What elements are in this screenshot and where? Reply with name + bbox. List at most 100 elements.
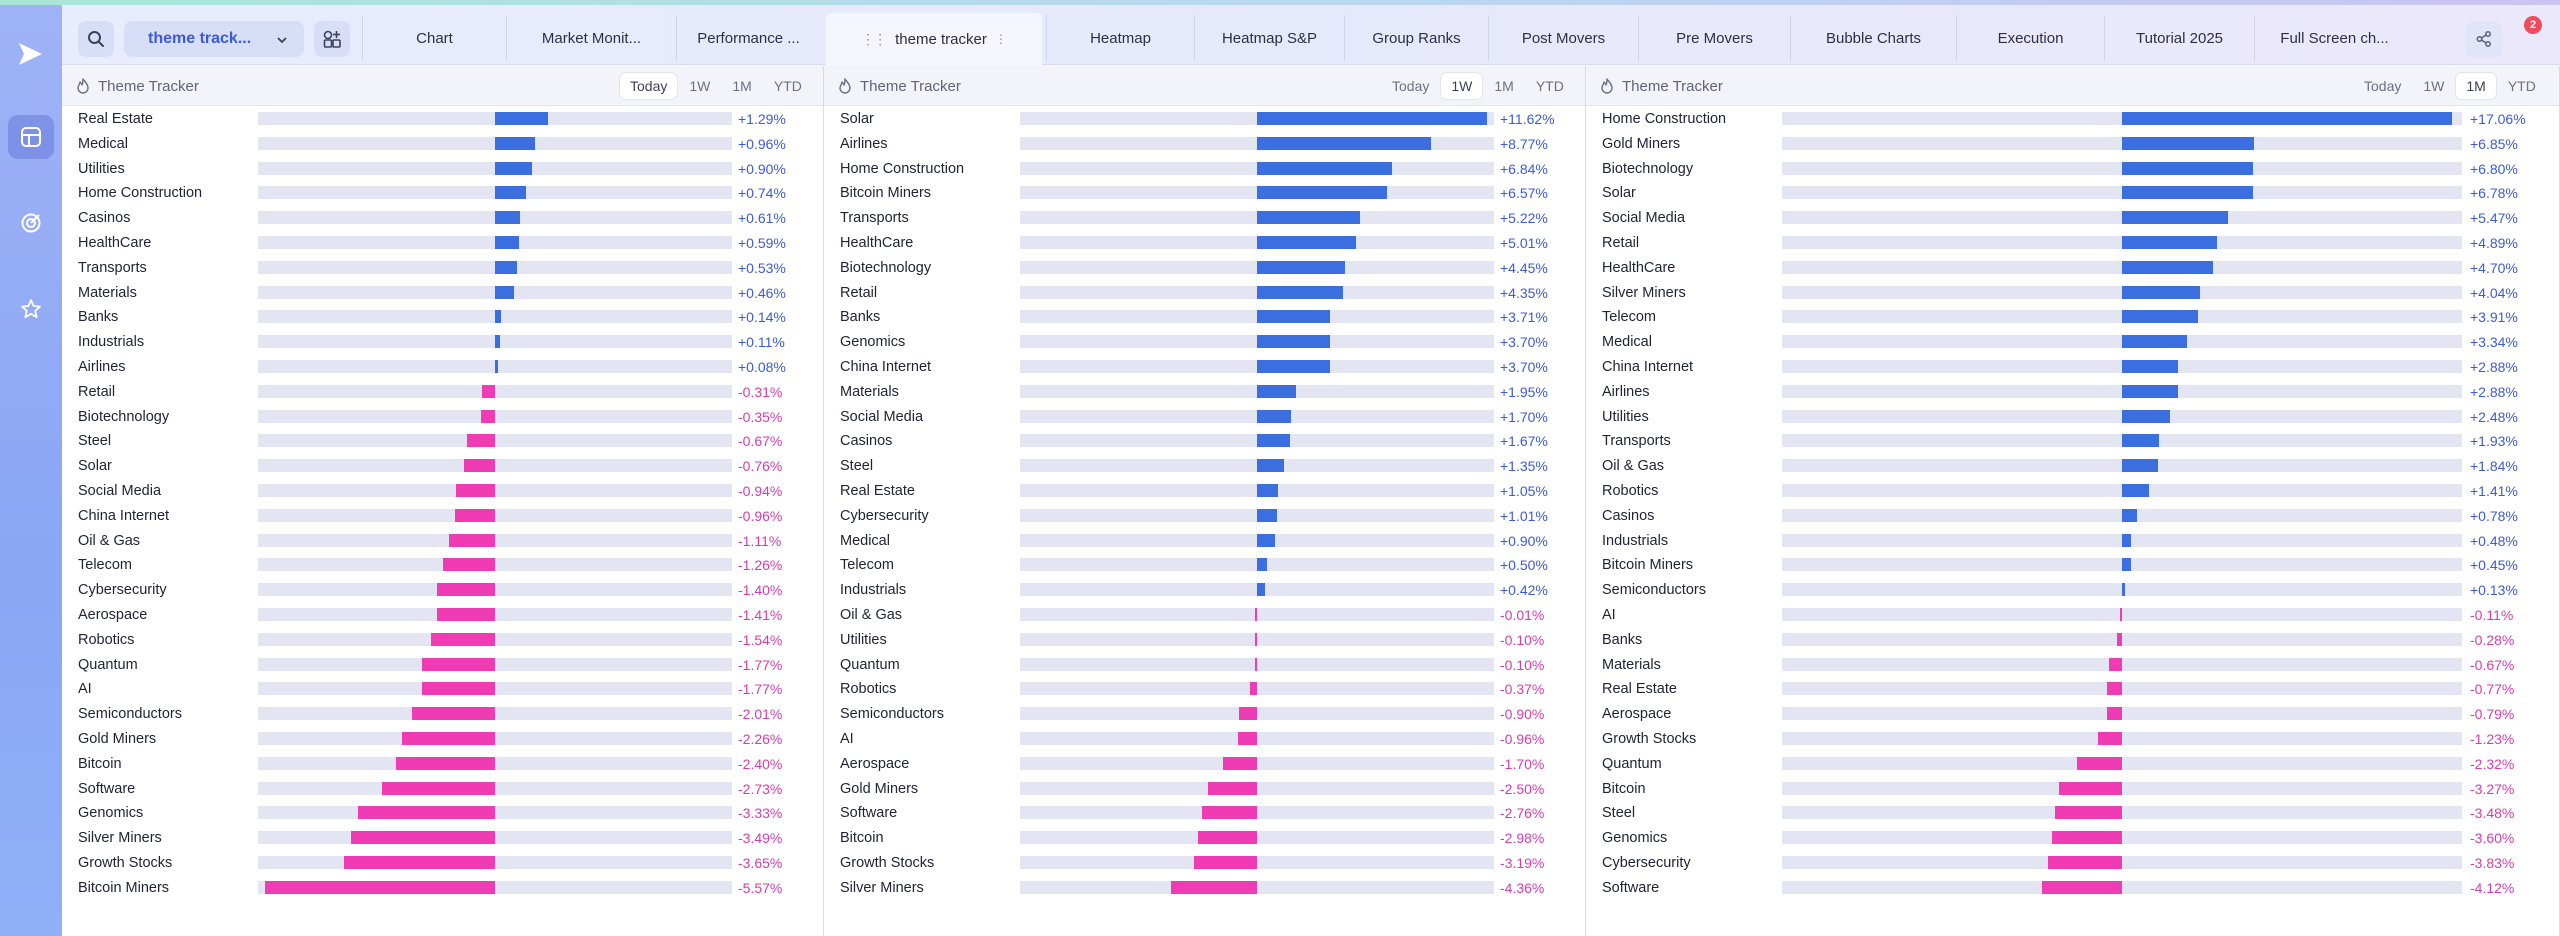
list-item[interactable]: Aerospace -1.41%: [62, 604, 823, 626]
period-today-button[interactable]: Today: [2364, 78, 2402, 94]
list-item[interactable]: Cybersecurity -1.40%: [62, 579, 823, 601]
list-item[interactable]: Oil & Gas +1.84%: [1586, 455, 2559, 477]
tab-chart[interactable]: Chart: [362, 15, 506, 61]
list-item[interactable]: Quantum -1.77%: [62, 654, 823, 676]
tab-execution[interactable]: Execution: [1956, 15, 2104, 61]
list-item[interactable]: Home Construction +17.06%: [1586, 108, 2559, 130]
list-item[interactable]: Bitcoin Miners +0.45%: [1586, 554, 2559, 576]
list-item[interactable]: Robotics -0.37%: [824, 678, 1585, 700]
tab-full-screen-ch[interactable]: Full Screen ch...: [2254, 15, 2414, 61]
list-item[interactable]: Steel +1.35%: [824, 455, 1585, 477]
list-item[interactable]: Casinos +0.61%: [62, 207, 823, 229]
period-1w-button[interactable]: 1W: [1441, 73, 1483, 99]
period-today-button[interactable]: Today: [1392, 78, 1430, 94]
list-item[interactable]: Bitcoin Miners -5.57%: [62, 877, 823, 899]
list-item[interactable]: Airlines +0.08%: [62, 356, 823, 378]
list-item[interactable]: Airlines +2.88%: [1586, 381, 2559, 403]
list-item[interactable]: Aerospace -1.70%: [824, 753, 1585, 775]
list-item[interactable]: Retail -0.31%: [62, 381, 823, 403]
list-item[interactable]: Materials -0.67%: [1586, 654, 2559, 676]
list-item[interactable]: Telecom +3.91%: [1586, 306, 2559, 328]
list-item[interactable]: HealthCare +0.59%: [62, 232, 823, 254]
list-item[interactable]: Gold Miners -2.26%: [62, 728, 823, 750]
list-item[interactable]: China Internet +2.88%: [1586, 356, 2559, 378]
list-item[interactable]: Software -2.76%: [824, 802, 1585, 824]
tab-market-monit[interactable]: Market Monit...: [506, 15, 676, 61]
list-item[interactable]: Bitcoin -3.27%: [1586, 778, 2559, 800]
list-item[interactable]: Transports +1.93%: [1586, 430, 2559, 452]
list-item[interactable]: Medical +0.96%: [62, 133, 823, 155]
tab-pre-movers[interactable]: Pre Movers: [1638, 15, 1790, 61]
list-item[interactable]: Oil & Gas -0.01%: [824, 604, 1585, 626]
period-ytd-button[interactable]: YTD: [1535, 78, 1564, 94]
period-1m-button[interactable]: 1M: [732, 78, 752, 94]
list-item[interactable]: Banks +0.14%: [62, 306, 823, 328]
list-item[interactable]: Biotechnology -0.35%: [62, 406, 823, 428]
list-item[interactable]: Airlines +8.77%: [824, 133, 1585, 155]
list-item[interactable]: Utilities +2.48%: [1586, 406, 2559, 428]
list-item[interactable]: Social Media +1.70%: [824, 406, 1585, 428]
list-item[interactable]: Biotechnology +4.45%: [824, 257, 1585, 279]
list-item[interactable]: Telecom +0.50%: [824, 554, 1585, 576]
list-item[interactable]: Oil & Gas -1.11%: [62, 530, 823, 552]
list-item[interactable]: Gold Miners +6.85%: [1586, 133, 2559, 155]
list-item[interactable]: Home Construction +0.74%: [62, 182, 823, 204]
list-item[interactable]: HealthCare +4.70%: [1586, 257, 2559, 279]
list-item[interactable]: Retail +4.35%: [824, 282, 1585, 304]
search-icon[interactable]: [78, 21, 114, 57]
tab-post-movers[interactable]: Post Movers: [1488, 15, 1638, 61]
list-item[interactable]: Telecom -1.26%: [62, 554, 823, 576]
list-item[interactable]: Software -2.73%: [62, 778, 823, 800]
list-item[interactable]: Transports +5.22%: [824, 207, 1585, 229]
list-item[interactable]: China Internet -0.96%: [62, 505, 823, 527]
tab-menu-icon[interactable]: ⋮: [994, 32, 1007, 46]
list-item[interactable]: Semiconductors +0.13%: [1586, 579, 2559, 601]
list-item[interactable]: Silver Miners -3.49%: [62, 827, 823, 849]
list-item[interactable]: Industrials +0.48%: [1586, 530, 2559, 552]
list-item[interactable]: Industrials +0.11%: [62, 331, 823, 353]
list-item[interactable]: Medical +3.34%: [1586, 331, 2559, 353]
layout-icon[interactable]: [8, 115, 54, 159]
list-item[interactable]: Bitcoin Miners +6.57%: [824, 182, 1585, 204]
tab-heatmap-s-p[interactable]: Heatmap S&P: [1194, 15, 1344, 61]
period-1m-button[interactable]: 1M: [2456, 73, 2496, 99]
period-today-button[interactable]: Today: [620, 73, 678, 99]
list-item[interactable]: Gold Miners -2.50%: [824, 778, 1585, 800]
list-item[interactable]: Bitcoin -2.98%: [824, 827, 1585, 849]
list-item[interactable]: Utilities -0.10%: [824, 629, 1585, 651]
list-item[interactable]: Genomics +3.70%: [824, 331, 1585, 353]
list-item[interactable]: Solar +11.62%: [824, 108, 1585, 130]
list-item[interactable]: Software -4.12%: [1586, 877, 2559, 899]
list-item[interactable]: Materials +0.46%: [62, 282, 823, 304]
list-item[interactable]: Bitcoin -2.40%: [62, 753, 823, 775]
list-item[interactable]: Quantum -2.32%: [1586, 753, 2559, 775]
list-item[interactable]: Retail +4.89%: [1586, 232, 2559, 254]
list-item[interactable]: Semiconductors -2.01%: [62, 703, 823, 725]
list-item[interactable]: Silver Miners +4.04%: [1586, 282, 2559, 304]
workspace-select[interactable]: theme track...: [124, 21, 304, 57]
list-item[interactable]: Robotics +1.41%: [1586, 480, 2559, 502]
list-item[interactable]: Biotechnology +6.80%: [1586, 158, 2559, 180]
period-ytd-button[interactable]: YTD: [773, 78, 802, 94]
period-1w-button[interactable]: 1W: [2423, 78, 2445, 94]
list-item[interactable]: Real Estate +1.29%: [62, 108, 823, 130]
list-item[interactable]: Steel -3.48%: [1586, 802, 2559, 824]
list-item[interactable]: Steel -0.67%: [62, 430, 823, 452]
list-item[interactable]: Real Estate +1.05%: [824, 480, 1585, 502]
tab-tutorial-2025[interactable]: Tutorial 2025: [2104, 15, 2254, 61]
period-1w-button[interactable]: 1W: [689, 78, 711, 94]
target-icon[interactable]: [8, 201, 54, 245]
tab-theme-tracker[interactable]: ⋮⋮ theme tracker ⋮: [826, 13, 1042, 65]
list-item[interactable]: Utilities +0.90%: [62, 158, 823, 180]
list-item[interactable]: Social Media -0.94%: [62, 480, 823, 502]
list-item[interactable]: Genomics -3.33%: [62, 802, 823, 824]
list-item[interactable]: Banks -0.28%: [1586, 629, 2559, 651]
list-item[interactable]: Cybersecurity -3.83%: [1586, 852, 2559, 874]
list-item[interactable]: Growth Stocks -3.65%: [62, 852, 823, 874]
list-item[interactable]: AI -0.96%: [824, 728, 1585, 750]
add-widget-icon[interactable]: [314, 21, 350, 57]
list-item[interactable]: Silver Miners -4.36%: [824, 877, 1585, 899]
list-item[interactable]: Aerospace -0.79%: [1586, 703, 2559, 725]
list-item[interactable]: Genomics -3.60%: [1586, 827, 2559, 849]
list-item[interactable]: Home Construction +6.84%: [824, 158, 1585, 180]
